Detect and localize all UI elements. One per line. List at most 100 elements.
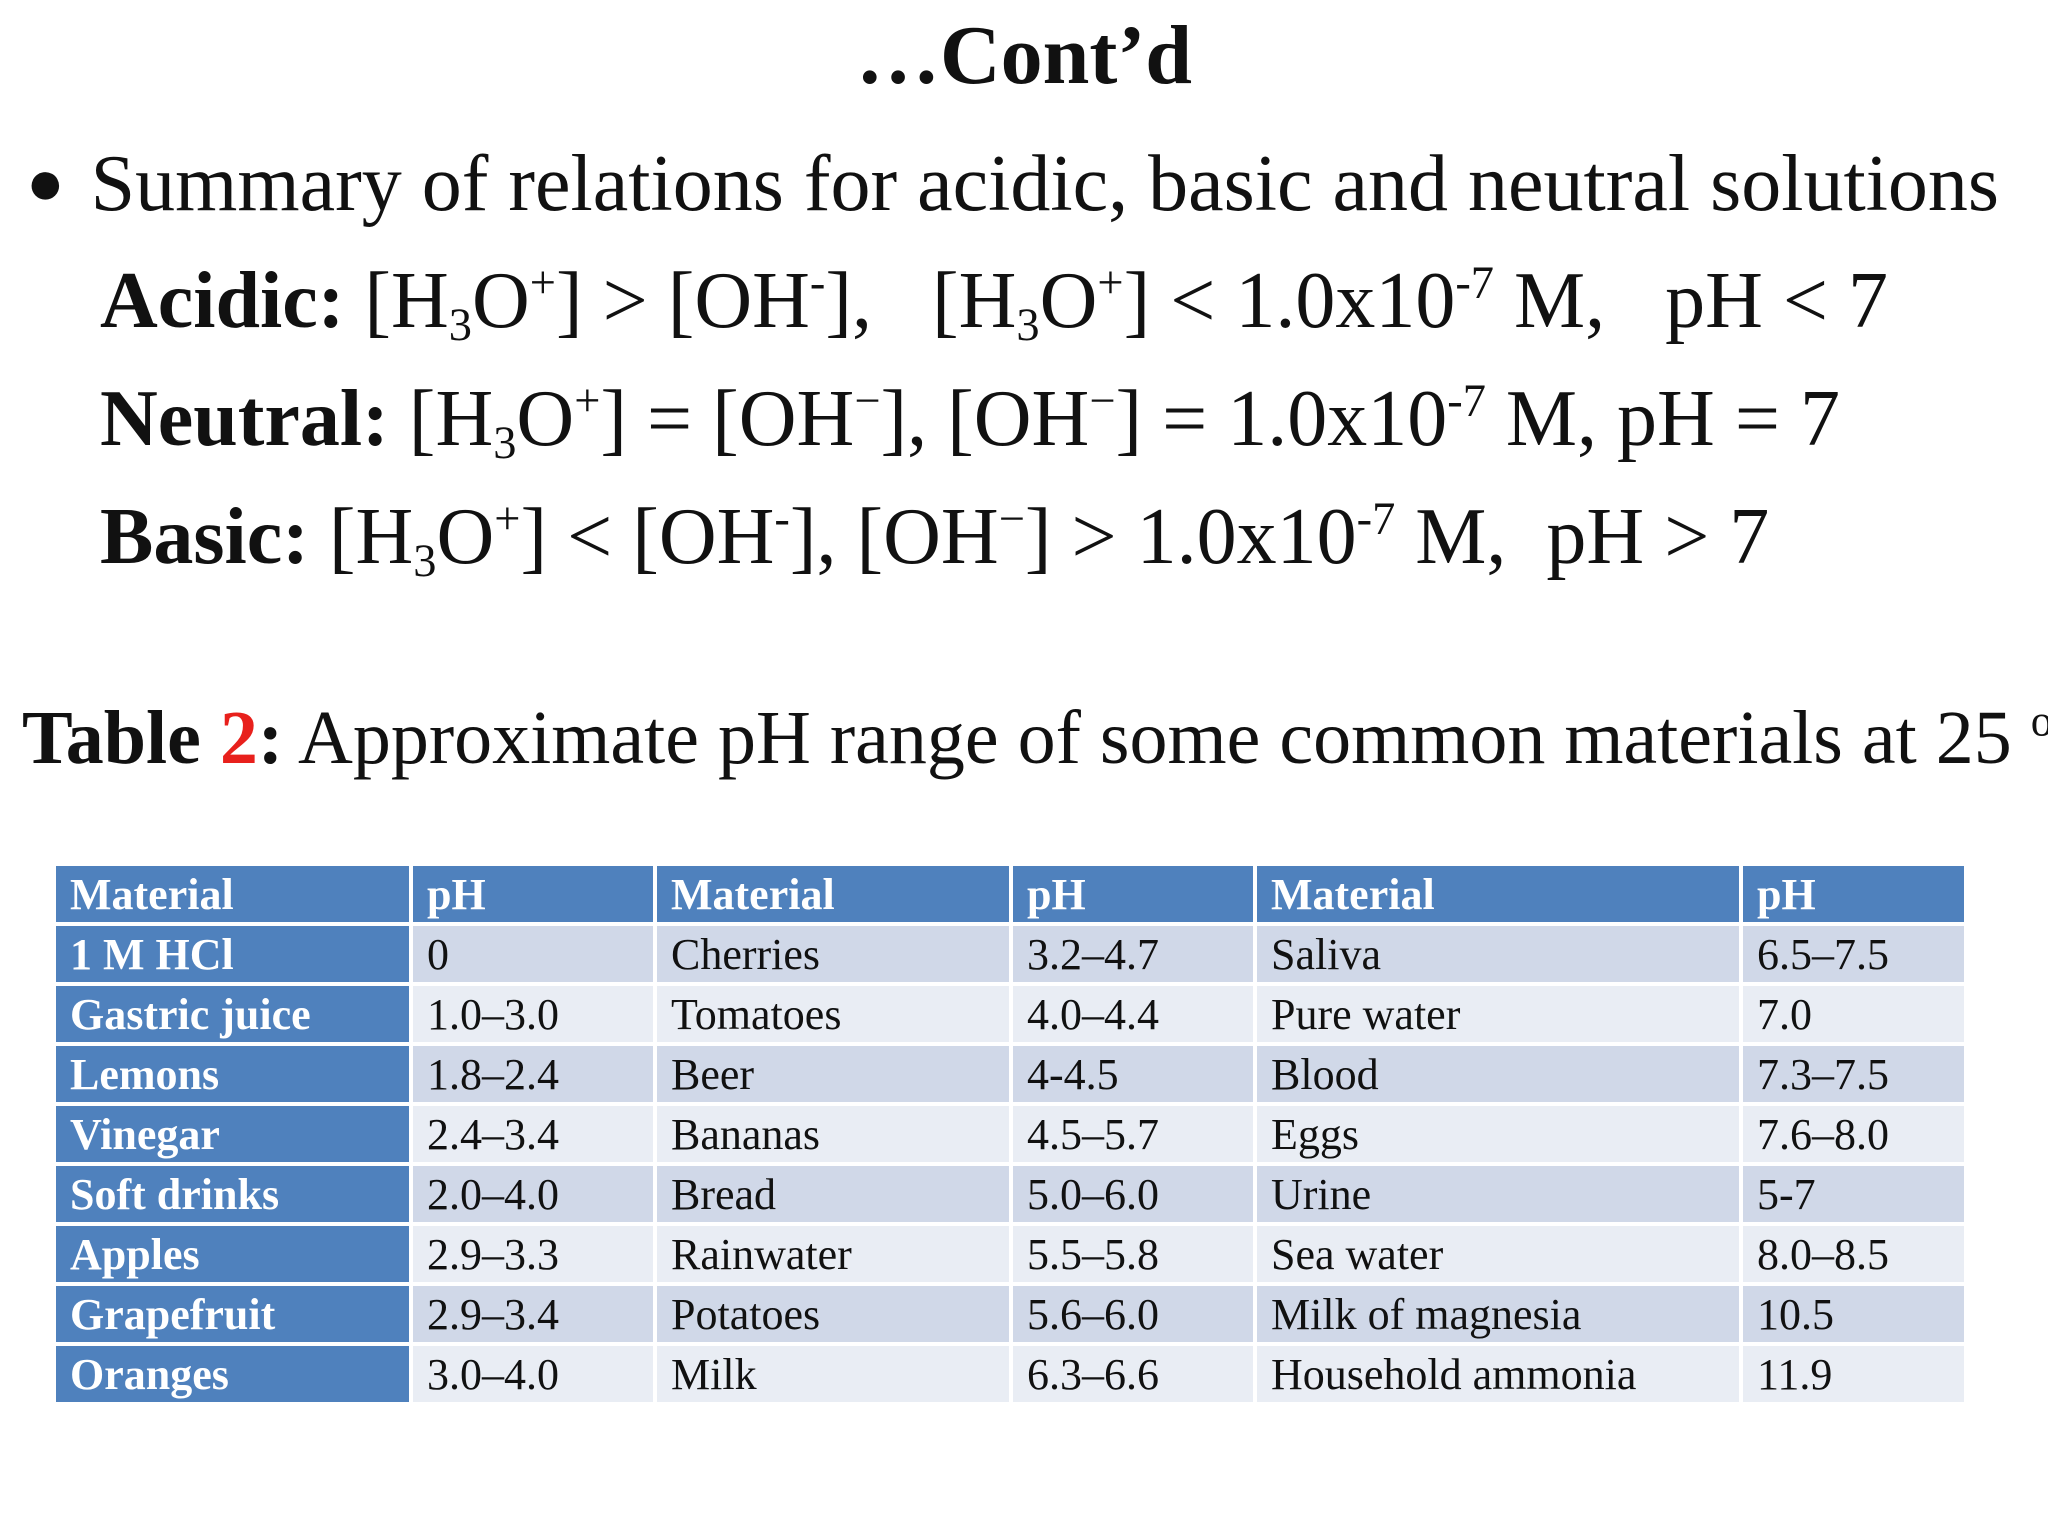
table-header-row: Material pH Material pH Material pH xyxy=(52,862,1968,926)
summary-text: Summary of relations for acidic, basic a… xyxy=(90,140,2000,228)
neutral-exponent: -7 xyxy=(1447,376,1486,428)
ph-cell: 5.0–6.0 xyxy=(1009,1162,1257,1226)
acidic-text: O xyxy=(472,257,530,345)
ph-cell: 1.8–2.4 xyxy=(409,1042,657,1106)
acidic-sub: 3 xyxy=(1016,299,1040,351)
caption-label: Table xyxy=(22,696,220,780)
material-cell: Grapefruit xyxy=(52,1282,413,1346)
column-header: pH xyxy=(409,862,657,926)
material-cell: Soft drinks xyxy=(52,1162,413,1226)
summary-bullet: ● Summary of relations for acidic, basic … xyxy=(26,128,1999,239)
ph-cell: 10.5 xyxy=(1739,1282,1968,1346)
material-cell: Tomatoes xyxy=(653,982,1013,1046)
acidic-sup: + xyxy=(1097,258,1124,310)
ph-table: Material pH Material pH Material pH 1 M HCl 0 C… xyxy=(52,862,1968,1406)
bullet-icon: ● xyxy=(26,147,65,218)
ph-cell: 5-7 xyxy=(1739,1162,1968,1226)
table-row: 1 M HCl 0 Cherries 3.2–4.7 Saliva 6.5–7.5 xyxy=(52,922,1968,986)
basic-text: M, pH > 7 xyxy=(1395,493,1770,581)
neutral-sub: 3 xyxy=(493,417,517,469)
basic-text: ] > 1.0x10 xyxy=(1024,493,1357,581)
material-cell: Cherries xyxy=(653,922,1013,986)
ph-cell: 6.3–6.6 xyxy=(1009,1342,1257,1406)
material-cell: Bananas xyxy=(653,1102,1013,1166)
ph-cell: 2.0–4.0 xyxy=(409,1162,657,1226)
basic-relation: Basic: [H3O+] < [OH-], [OH−] > 1.0x10-7 … xyxy=(100,482,1769,592)
neutral-sup: − xyxy=(854,376,881,428)
table-row: Vinegar 2.4–3.4 Bananas 4.5–5.7 Eggs 7.6–8.0 xyxy=(52,1102,1968,1166)
acidic-text: ] < 1.0x10 xyxy=(1123,257,1456,345)
slide-title: …Cont’d xyxy=(855,9,1193,102)
column-header: Material xyxy=(653,862,1013,926)
ph-cell: 8.0–8.5 xyxy=(1739,1222,1968,1286)
caption-degree: o xyxy=(2030,696,2048,746)
ph-cell: 4.5–5.7 xyxy=(1009,1102,1257,1166)
material-cell: Blood xyxy=(1253,1042,1743,1106)
table-row: Gastric juice 1.0–3.0 Tomatoes 4.0–4.4 Pure … xyxy=(52,982,1968,1046)
ph-cell: 1.0–3.0 xyxy=(409,982,657,1046)
neutral-sup: + xyxy=(574,376,601,428)
neutral-label: Neutral: xyxy=(100,375,389,463)
ph-cell: 0 xyxy=(409,922,657,986)
caption-number: 2 xyxy=(219,696,258,780)
material-cell: Potatoes xyxy=(653,1282,1013,1346)
neutral-text: ], [OH xyxy=(880,375,1090,463)
acidic-relation: Acidic: [H3O+] > [OH-], [H3O+] < 1.0x10-… xyxy=(100,246,1888,356)
table-row: Grapefruit 2.9–3.4 Potatoes 5.6–6.0 Milk of … xyxy=(52,1282,1968,1346)
neutral-sup: − xyxy=(1089,376,1116,428)
ph-cell: 2.4–3.4 xyxy=(409,1102,657,1166)
ph-cell: 2.9–3.3 xyxy=(409,1222,657,1286)
material-cell: Urine xyxy=(1253,1162,1743,1226)
acidic-text: [H xyxy=(364,257,449,345)
basic-sup: + xyxy=(494,494,521,546)
basic-text: O xyxy=(436,493,495,581)
neutral-text: [H xyxy=(408,375,494,463)
ph-cell: 7.3–7.5 xyxy=(1739,1042,1968,1106)
neutral-text: O xyxy=(516,375,575,463)
acidic-sup: + xyxy=(529,258,556,310)
material-cell: Rainwater xyxy=(653,1222,1013,1286)
material-cell: Lemons xyxy=(52,1042,413,1106)
caption-text: Approximate pH range of some common mate… xyxy=(283,696,2031,780)
ph-cell: 3.0–4.0 xyxy=(409,1342,657,1406)
ph-cell: 6.5–7.5 xyxy=(1739,922,1968,986)
material-cell: Bread xyxy=(653,1162,1013,1226)
basic-text: ] < [OH xyxy=(520,493,775,581)
column-header: Material xyxy=(52,862,413,926)
ph-cell: 4-4.5 xyxy=(1009,1042,1257,1106)
material-cell: 1 M HCl xyxy=(52,922,413,986)
basic-sup: − xyxy=(998,494,1025,546)
material-cell: Gastric juice xyxy=(52,982,413,1046)
basic-text: [H xyxy=(328,493,414,581)
table-caption: Table 2: Approximate pH range of some co… xyxy=(22,688,2048,788)
material-cell: Pure water xyxy=(1253,982,1743,1046)
ph-cell: 7.0 xyxy=(1739,982,1968,1046)
ph-cell: 5.6–6.0 xyxy=(1009,1282,1257,1346)
ph-cell: 7.6–8.0 xyxy=(1739,1102,1968,1166)
table-row: Lemons 1.8–2.4 Beer 4-4.5 Blood 7.3–7.5 xyxy=(52,1042,1968,1106)
ph-cell: 4.0–4.4 xyxy=(1009,982,1257,1046)
table-row: Soft drinks 2.0–4.0 Bread 5.0–6.0 Urine 5-7 xyxy=(52,1162,1968,1226)
material-cell: Milk xyxy=(653,1342,1013,1406)
acidic-exponent: -7 xyxy=(1455,258,1494,310)
material-cell: Vinegar xyxy=(52,1102,413,1166)
column-header: Material xyxy=(1253,862,1743,926)
basic-sup: - xyxy=(774,494,790,546)
table-row: Apples 2.9–3.3 Rainwater 5.5–5.8 Sea water 8.… xyxy=(52,1222,1968,1286)
material-cell: Beer xyxy=(653,1042,1013,1106)
table-row: Oranges 3.0–4.0 Milk 6.3–6.6 Household ammon… xyxy=(52,1342,1968,1406)
column-header: pH xyxy=(1739,862,1968,926)
acidic-text: ], [H xyxy=(825,257,1017,345)
ph-cell: 11.9 xyxy=(1739,1342,1968,1406)
material-cell: Saliva xyxy=(1253,922,1743,986)
acidic-label: Acidic: xyxy=(100,257,345,345)
neutral-text: ] = 1.0x10 xyxy=(1115,375,1448,463)
material-cell: Eggs xyxy=(1253,1102,1743,1166)
ph-cell: 2.9–3.4 xyxy=(409,1282,657,1346)
material-cell: Milk of magnesia xyxy=(1253,1282,1743,1346)
material-cell: Apples xyxy=(52,1222,413,1286)
caption-colon: : xyxy=(257,696,284,780)
basic-sub: 3 xyxy=(413,535,437,587)
acidic-text: O xyxy=(1039,257,1098,345)
basic-label: Basic: xyxy=(100,493,309,581)
